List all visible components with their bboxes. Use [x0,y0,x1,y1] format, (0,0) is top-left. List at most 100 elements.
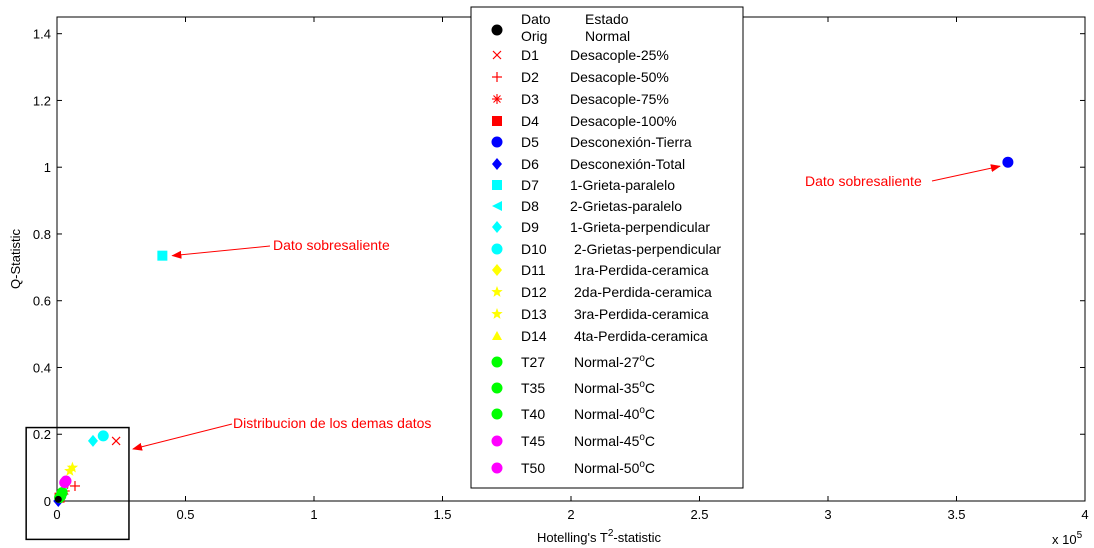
legend-series-label: Normal-27oC [574,353,655,370]
legend-series-id: D11 [521,262,546,278]
y-axis-label: Q-Statistic [8,229,23,289]
legend-series-id: D2 [521,69,539,85]
legend-series-id: D8 [521,198,539,214]
legend-series-label: Desacople-75% [570,91,669,107]
y-tick-label: 0.8 [33,227,51,242]
legend-marker-d11 [492,264,502,276]
data-point-d1 [111,436,121,446]
y-tick-label: 0 [44,494,51,509]
legend-series-label: 2-Grietas-paralelo [570,198,682,214]
legend-series-label: Normal-45oC [574,432,655,449]
legend-series-id: T35 [521,380,545,396]
data-point-t50 [60,475,72,487]
annotation-text: Distribucion de los demas datos [233,415,431,431]
legend-marker-t50 [491,462,503,474]
annotation-arrow [931,164,1001,182]
legend-series-label: Desacople-50% [570,69,669,85]
legend-header-text: Orig [521,28,547,44]
legend-series-label: Normal-40oC [574,405,655,422]
legend-marker-d1 [492,50,502,60]
legend-marker-d3 [492,94,502,104]
x-tick-label: 1 [310,507,317,522]
legend-series-label: Normal-50oC [574,459,655,476]
legend-marker-d2 [492,72,502,82]
x-tick-label: 4 [1081,507,1088,522]
legend-marker-d12 [491,286,503,297]
data-marks [25,156,1014,541]
x-tick-label: 0.5 [176,507,194,522]
legend-marker-d10 [491,243,503,255]
legend-series-id: D10 [521,241,547,257]
data-point-d2 [69,480,80,491]
legend-marker-t27 [491,356,503,368]
legend-series-id: D4 [521,113,539,129]
legend-header-text: Dato [521,11,551,27]
data-point-original [54,495,62,503]
legend-header-text: Normal [585,28,630,44]
data-point-d7 [157,250,168,261]
legend-series-id: D9 [521,219,539,235]
legend-marker-d6 [492,158,502,170]
legend-series-id: D7 [521,177,539,193]
annotations: Dato sobresaliente Dato sobresaliente Dist… [132,164,1001,451]
legend-series-id: T40 [521,406,545,422]
y-tick-label: 0.4 [33,360,51,375]
x-axis-label: Hotelling's T2-statistic [537,528,662,545]
annotation-text: Dato sobresaliente [805,173,922,189]
y-tick-label: 1.4 [33,27,51,42]
legend-series-label: Normal-35oC [574,379,655,396]
annotation-arrow [132,423,233,451]
legend-series-id: D3 [521,91,539,107]
legend-series-id: D1 [521,47,539,63]
x-tick-label: 3 [824,507,831,522]
legend-series-label: 3ra-Perdida-ceramica [574,306,709,322]
legend-marker-d9 [492,221,502,233]
legend-box [470,6,744,489]
y-tick-label: 0.6 [33,294,51,309]
y-tick-label: 1.2 [33,93,51,108]
x-exponent-label: x 105 [1052,530,1083,547]
y-tick-label: 0.2 [33,427,51,442]
data-point-d5 [1002,156,1014,168]
legend-series-label: Desconexión-Tierra [570,134,692,150]
legend-marker-d7 [492,180,502,190]
legend-marker-d5 [491,136,503,148]
legend-series-label: 1-Grieta-paralelo [570,177,675,193]
x-tick-label: 2 [567,507,574,522]
legend-series-id: T50 [521,460,545,476]
zoom-box [25,426,130,541]
legend-header-text: Estado [585,11,629,27]
legend-series-id: D5 [521,134,539,150]
legend-series-label: Desacople-25% [570,47,669,63]
data-point-d13 [66,461,79,473]
data-point-d9 [87,434,98,447]
legend-series-label: Desconexión-Total [570,156,685,172]
legend-series-id: T45 [521,433,545,449]
annotation-text: Dato sobresaliente [273,237,390,253]
x-tick-label: 3.5 [947,507,965,522]
legend-marker-t40 [491,408,503,420]
legend-marker-original [491,24,503,36]
data-point-d10 [97,430,109,442]
legend-marker-d8 [492,201,502,211]
x-tick-label: 0 [53,507,60,522]
legend-marker-t35 [491,382,503,394]
legend-series-label: 1-Grieta-perpendicular [570,219,710,235]
legend-series-label: 4ta-Perdida-ceramica [574,328,708,344]
x-tick-label: 2.5 [690,507,708,522]
legend-marker-d13 [491,308,503,319]
legend-series-id: D14 [521,328,547,344]
legend-marker-d4 [492,116,502,126]
legend-series-label: Desacople-100% [570,113,677,129]
legend-marker-d14 [492,331,502,340]
y-tick-label: 1 [44,160,51,175]
axes: 0 0.5 1 1.5 2 2.5 3 3.5 4 0 0.2 0.4 0.6 0.8 1 1.2 1.4 Hot… [8,16,1089,547]
legend-marker-t45 [491,435,503,447]
data-point-t40 [56,487,68,499]
legend-series-label: 2-Grietas-perpendicular [574,241,721,257]
legend-series-id: D6 [521,156,539,172]
legend-series-label: 1ra-Perdida-ceramica [574,262,709,278]
annotation-arrow [171,245,271,259]
